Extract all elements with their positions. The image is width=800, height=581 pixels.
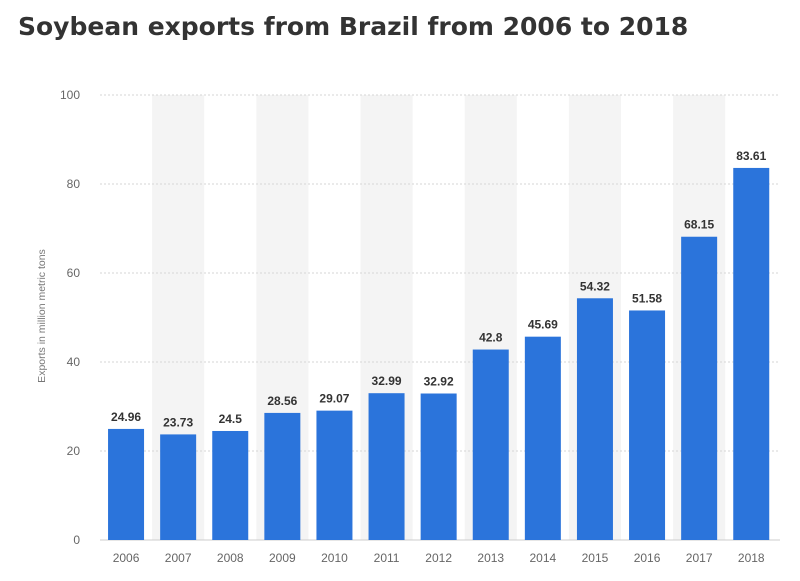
value-labels: 24.96 23.73 24.5 28.56 29.07 32.99 32.92 42.8 45…	[111, 149, 767, 429]
data-label: 45.69	[528, 318, 558, 332]
x-tick-label: 2006	[113, 551, 140, 565]
x-tick-label: 2013	[477, 551, 504, 565]
y-axis-label: Exports in million metric tons	[36, 249, 48, 383]
data-label: 28.56	[267, 394, 297, 408]
x-tick-label: 2011	[374, 551, 400, 565]
x-tick-label: 2009	[269, 551, 296, 565]
bar	[108, 428, 145, 540]
x-tick-label: 2018	[738, 551, 765, 565]
x-tick-label: 2014	[529, 551, 556, 565]
data-label: 68.15	[684, 218, 714, 232]
x-tick-label: 2010	[321, 551, 348, 565]
data-label: 29.07	[319, 392, 349, 406]
y-tick-label: 40	[67, 355, 81, 369]
x-tick-label: 2016	[634, 551, 661, 565]
bar	[681, 236, 718, 541]
chart-title: Soybean exports from Brazil from 2006 to…	[18, 12, 689, 41]
y-tick-label: 60	[67, 266, 81, 280]
y-axis-ticks: 0 20 40 60 80 100	[60, 88, 80, 547]
bar	[264, 412, 301, 540]
x-tick-label: 2007	[165, 551, 192, 565]
x-axis-ticks: 2006 2007 2008 2009 2010 2011 2012 2013 2014 2015…	[113, 551, 765, 565]
data-label: 32.92	[424, 375, 454, 389]
data-label: 23.73	[163, 415, 193, 429]
bar	[420, 393, 457, 540]
data-label: 24.96	[111, 410, 141, 424]
data-label: 83.61	[736, 149, 766, 163]
bars	[108, 167, 770, 541]
bar	[524, 336, 561, 540]
bar	[629, 310, 666, 540]
bar	[368, 393, 405, 540]
y-tick-label: 80	[67, 177, 81, 191]
bar	[472, 349, 509, 540]
data-label: 32.99	[372, 374, 402, 388]
y-tick-label: 20	[67, 444, 81, 458]
bar	[316, 410, 353, 540]
bar	[160, 434, 197, 540]
data-label: 42.8	[479, 331, 503, 345]
y-tick-label: 100	[60, 88, 80, 102]
bar	[733, 167, 770, 541]
x-tick-label: 2017	[686, 551, 713, 565]
data-label: 54.32	[580, 279, 610, 293]
bar	[212, 430, 249, 540]
bar	[576, 298, 613, 540]
data-label: 51.58	[632, 291, 662, 305]
x-tick-label: 2008	[217, 551, 244, 565]
data-label: 24.5	[219, 412, 243, 426]
x-tick-label: 2015	[582, 551, 609, 565]
x-tick-label: 2012	[425, 551, 452, 565]
y-tick-label: 0	[73, 533, 80, 547]
